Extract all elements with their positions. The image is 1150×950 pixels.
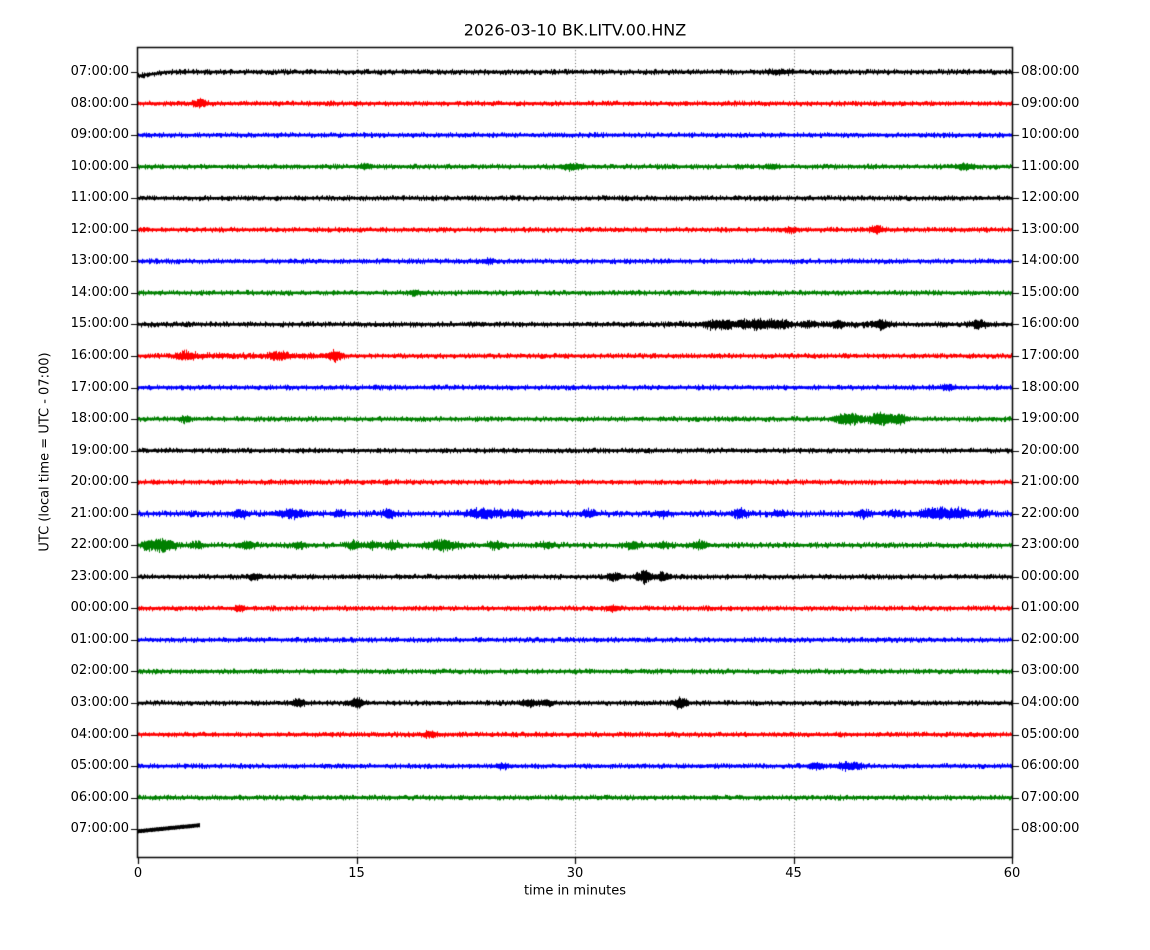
left-time-label: 01:00:00 xyxy=(70,631,129,647)
right-time-label: 01:00:00 xyxy=(1021,600,1080,616)
left-time-label: 22:00:00 xyxy=(70,537,129,553)
right-time-label: 16:00:00 xyxy=(1021,316,1080,332)
left-time-label: 13:00:00 xyxy=(70,253,129,269)
left-time-label: 18:00:00 xyxy=(70,411,129,427)
left-time-label: 07:00:00 xyxy=(70,64,129,79)
left-time-label: 07:00:00 xyxy=(70,821,129,837)
left-time-label: 04:00:00 xyxy=(70,726,129,742)
right-time-label: 13:00:00 xyxy=(1021,221,1080,237)
left-time-label: 08:00:00 xyxy=(70,95,129,111)
right-time-label: 12:00:00 xyxy=(1021,190,1080,206)
left-time-label: 02:00:00 xyxy=(70,663,129,679)
right-time-label: 06:00:00 xyxy=(1021,758,1080,774)
x-tick-label: 0 xyxy=(133,866,143,881)
right-time-label: 07:00:00 xyxy=(1021,789,1080,805)
right-time-label: 19:00:00 xyxy=(1021,411,1080,427)
left-time-label: 21:00:00 xyxy=(70,505,129,521)
right-time-label: 08:00:00 xyxy=(1021,64,1080,79)
left-time-label: 10:00:00 xyxy=(70,158,129,174)
x-tick-label: 30 xyxy=(566,866,584,881)
right-time-label: 08:00:00 xyxy=(1021,821,1080,837)
left-time-label: 09:00:00 xyxy=(70,127,129,143)
right-time-label: 05:00:00 xyxy=(1021,726,1080,742)
right-time-label: 22:00:00 xyxy=(1021,505,1080,521)
left-time-label: 17:00:00 xyxy=(70,379,129,395)
left-time-label: 20:00:00 xyxy=(70,474,129,490)
left-time-label: 05:00:00 xyxy=(70,758,129,774)
left-time-label: 16:00:00 xyxy=(70,347,129,363)
left-time-label: 03:00:00 xyxy=(70,695,129,710)
right-time-label: 20:00:00 xyxy=(1021,442,1080,458)
right-time-label: 21:00:00 xyxy=(1021,474,1080,490)
right-time-label: 04:00:00 xyxy=(1021,695,1080,710)
y-axis-label: UTC (local time = UTC - 07:00) xyxy=(37,352,53,552)
right-time-label: 15:00:00 xyxy=(1021,284,1080,300)
x-axis-label: time in minutes xyxy=(523,883,627,899)
x-tick-label: 60 xyxy=(1003,866,1021,881)
right-time-label: 23:00:00 xyxy=(1021,537,1080,553)
left-time-label: 15:00:00 xyxy=(70,316,129,332)
left-time-label: 11:00:00 xyxy=(70,190,129,206)
right-time-label: 00:00:00 xyxy=(1021,568,1080,584)
right-time-label: 03:00:00 xyxy=(1021,663,1080,679)
x-tick-label: 45 xyxy=(785,866,802,881)
right-time-label: 10:00:00 xyxy=(1021,127,1080,143)
left-time-label: 12:00:00 xyxy=(70,221,129,237)
left-time-label: 23:00:00 xyxy=(70,568,129,584)
right-time-label: 11:00:00 xyxy=(1021,158,1080,174)
right-time-label: 18:00:00 xyxy=(1021,379,1080,395)
left-time-label: 14:00:00 xyxy=(70,284,129,300)
x-tick-label: 15 xyxy=(348,866,365,881)
left-time-label: 19:00:00 xyxy=(70,442,129,458)
left-time-label: 06:00:00 xyxy=(70,789,129,805)
right-time-label: 02:00:00 xyxy=(1021,631,1080,647)
right-time-label: 17:00:00 xyxy=(1021,347,1080,363)
plot-title: 2026-03-10 BK.LITV.00.HNZ xyxy=(463,20,687,40)
right-time-label: 09:00:00 xyxy=(1021,95,1080,111)
left-time-label: 00:00:00 xyxy=(70,600,129,616)
right-time-label: 14:00:00 xyxy=(1021,253,1080,269)
